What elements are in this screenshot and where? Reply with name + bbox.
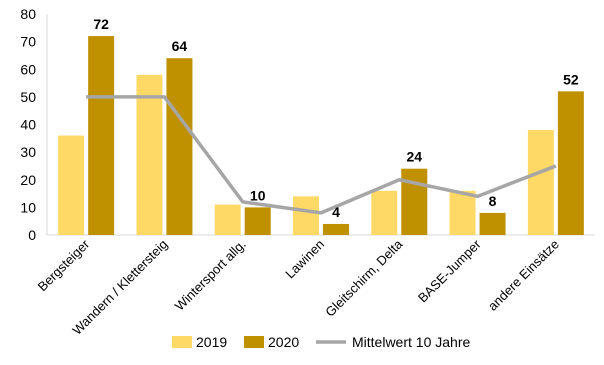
y-tick-label: 20 <box>20 172 36 188</box>
bar-2020-3 <box>323 223 349 235</box>
category-label: Bergsteiger <box>35 236 93 294</box>
data-label: 52 <box>563 71 579 87</box>
y-tick-label: 50 <box>20 89 36 105</box>
bar-2020-2 <box>244 207 271 235</box>
category-label: Lawinen <box>282 237 327 282</box>
data-label-group: 72 64 10 4 24 8 52 <box>93 16 579 220</box>
y-tick-group: 0 10 20 30 40 50 60 70 80 <box>20 6 36 243</box>
y-tick-label: 80 <box>20 6 36 22</box>
bar-2020-0 <box>88 36 115 235</box>
y-tick-label: 70 <box>20 34 36 50</box>
y-tick-label: 40 <box>20 117 36 133</box>
data-label: 24 <box>406 149 422 165</box>
legend-label: 2020 <box>268 334 299 350</box>
bar-2019-2 <box>214 204 241 235</box>
bar-2019-6 <box>527 130 554 235</box>
average-line-group <box>86 95 557 215</box>
data-label: 8 <box>489 193 497 209</box>
data-label: 72 <box>93 16 109 32</box>
bar-2019-0 <box>58 135 85 235</box>
bar-2019-1 <box>136 74 163 236</box>
bar-2020-6 <box>557 91 584 235</box>
y-tick-label: 60 <box>20 61 36 77</box>
bar-2019-3 <box>293 196 319 235</box>
bar-2019-5 <box>449 190 476 235</box>
legend: 2019 2020 Mittelwert 10 Jahre <box>172 334 470 350</box>
y-tick-label: 30 <box>20 144 36 160</box>
y-tick-label: 0 <box>28 227 36 243</box>
category-label: Gleitschirm, Delta <box>322 236 406 320</box>
data-label: 4 <box>332 204 340 220</box>
category-label: andere Einsätze <box>485 237 562 314</box>
bar-2020-5 <box>479 212 506 235</box>
legend-label: 2019 <box>196 334 227 350</box>
y-tick-label: 10 <box>20 199 36 215</box>
data-label: 10 <box>250 187 266 203</box>
bar-group <box>58 36 584 236</box>
category-label: BASE-Jumper <box>415 236 484 305</box>
legend-label: Mittelwert 10 Jahre <box>352 334 470 350</box>
category-label: Wintersport allg. <box>172 237 249 314</box>
bar-2020-1 <box>166 58 193 236</box>
legend-swatch-2020 <box>244 336 264 348</box>
legend-swatch-2019 <box>172 336 192 348</box>
bar-2019-4 <box>371 190 398 235</box>
bar-2020-4 <box>401 168 428 235</box>
data-label: 64 <box>172 38 188 54</box>
